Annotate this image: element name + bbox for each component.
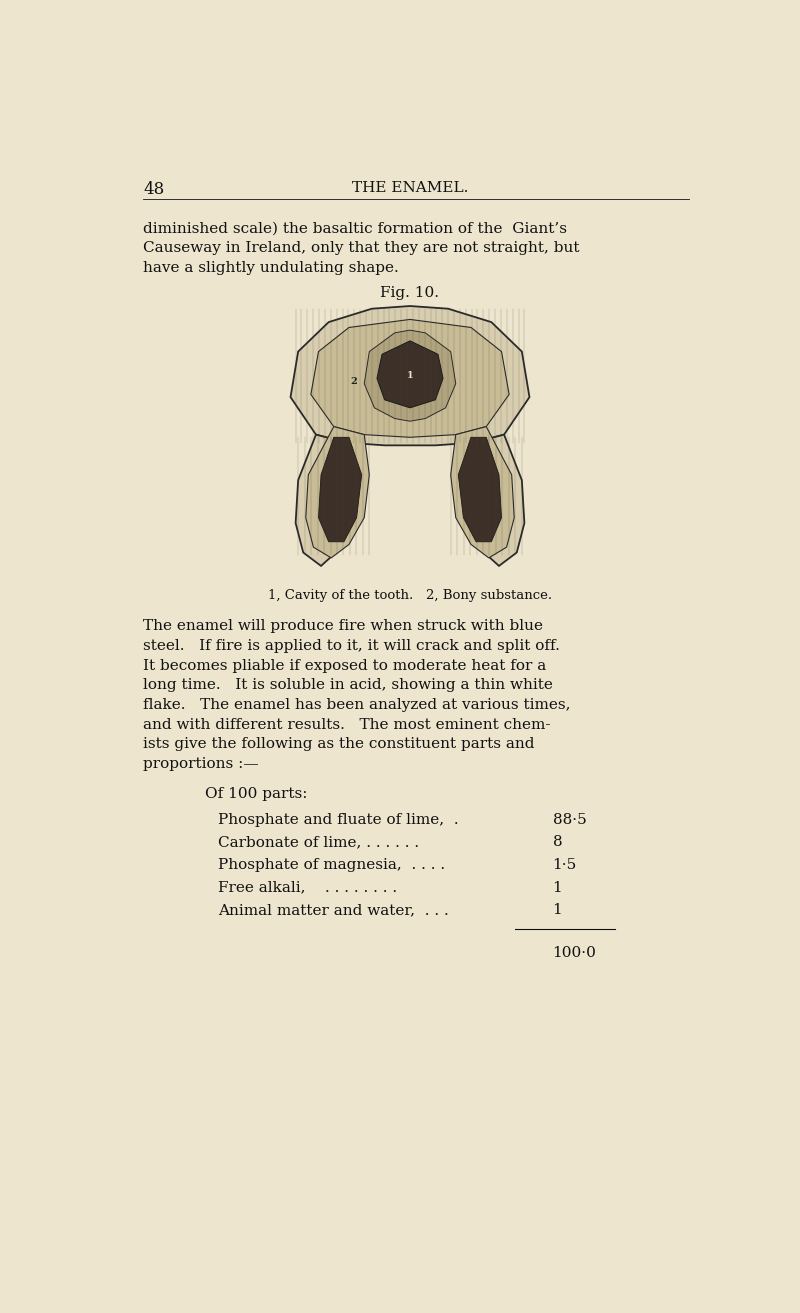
Text: proportions :—: proportions :—: [143, 758, 259, 771]
Text: ists give the following as the constituent parts and: ists give the following as the constitue…: [143, 738, 535, 751]
Text: diminished scale) the basaltic formation of the  Giant’s: diminished scale) the basaltic formation…: [143, 222, 567, 235]
Text: and with different results.   The most eminent chem-: and with different results. The most emi…: [143, 718, 551, 731]
Text: Phosphate and fluate of lime,  .: Phosphate and fluate of lime, .: [218, 813, 458, 827]
Text: 1: 1: [406, 372, 414, 381]
Text: have a slightly undulating shape.: have a slightly undulating shape.: [143, 261, 399, 274]
Text: 100·0: 100·0: [553, 947, 597, 960]
Text: 1, Cavity of the tooth.   2, Bony substance.: 1, Cavity of the tooth. 2, Bony substanc…: [268, 588, 552, 601]
Polygon shape: [311, 319, 509, 437]
Polygon shape: [466, 435, 524, 566]
Polygon shape: [306, 427, 370, 558]
Text: steel.   If fire is applied to it, it will crack and split off.: steel. If fire is applied to it, it will…: [143, 639, 560, 653]
Text: flake.   The enamel has been analyzed at various times,: flake. The enamel has been analyzed at v…: [143, 699, 571, 712]
Text: THE ENAMEL.: THE ENAMEL.: [352, 181, 468, 194]
Polygon shape: [450, 427, 514, 558]
Text: 1: 1: [553, 881, 562, 894]
Polygon shape: [290, 306, 530, 445]
Text: 8: 8: [553, 835, 562, 850]
Text: 1: 1: [553, 903, 562, 918]
Text: Animal matter and water,  . . .: Animal matter and water, . . .: [218, 903, 449, 918]
Polygon shape: [364, 330, 456, 421]
Text: Free alkali,    . . . . . . . .: Free alkali, . . . . . . . .: [218, 881, 397, 894]
Polygon shape: [377, 341, 443, 408]
Text: 2: 2: [350, 377, 358, 386]
Text: 1·5: 1·5: [553, 857, 577, 872]
Text: The enamel will produce fire when struck with blue: The enamel will produce fire when struck…: [143, 620, 543, 633]
Text: long time.   It is soluble in acid, showing a thin white: long time. It is soluble in acid, showin…: [143, 679, 554, 692]
Text: Fig. 10.: Fig. 10.: [381, 286, 439, 301]
Text: Carbonate of lime, . . . . . .: Carbonate of lime, . . . . . .: [218, 835, 419, 850]
Text: 88·5: 88·5: [553, 813, 586, 827]
Text: Of 100 parts:: Of 100 parts:: [206, 786, 308, 801]
Polygon shape: [318, 437, 362, 542]
Text: Causeway in Ireland, only that they are not straight, but: Causeway in Ireland, only that they are …: [143, 242, 580, 255]
Polygon shape: [296, 435, 354, 566]
Polygon shape: [458, 437, 502, 542]
Text: 48: 48: [143, 181, 165, 198]
Text: Phosphate of magnesia,  . . . .: Phosphate of magnesia, . . . .: [218, 857, 445, 872]
Text: It becomes pliable if exposed to moderate heat for a: It becomes pliable if exposed to moderat…: [143, 659, 546, 672]
